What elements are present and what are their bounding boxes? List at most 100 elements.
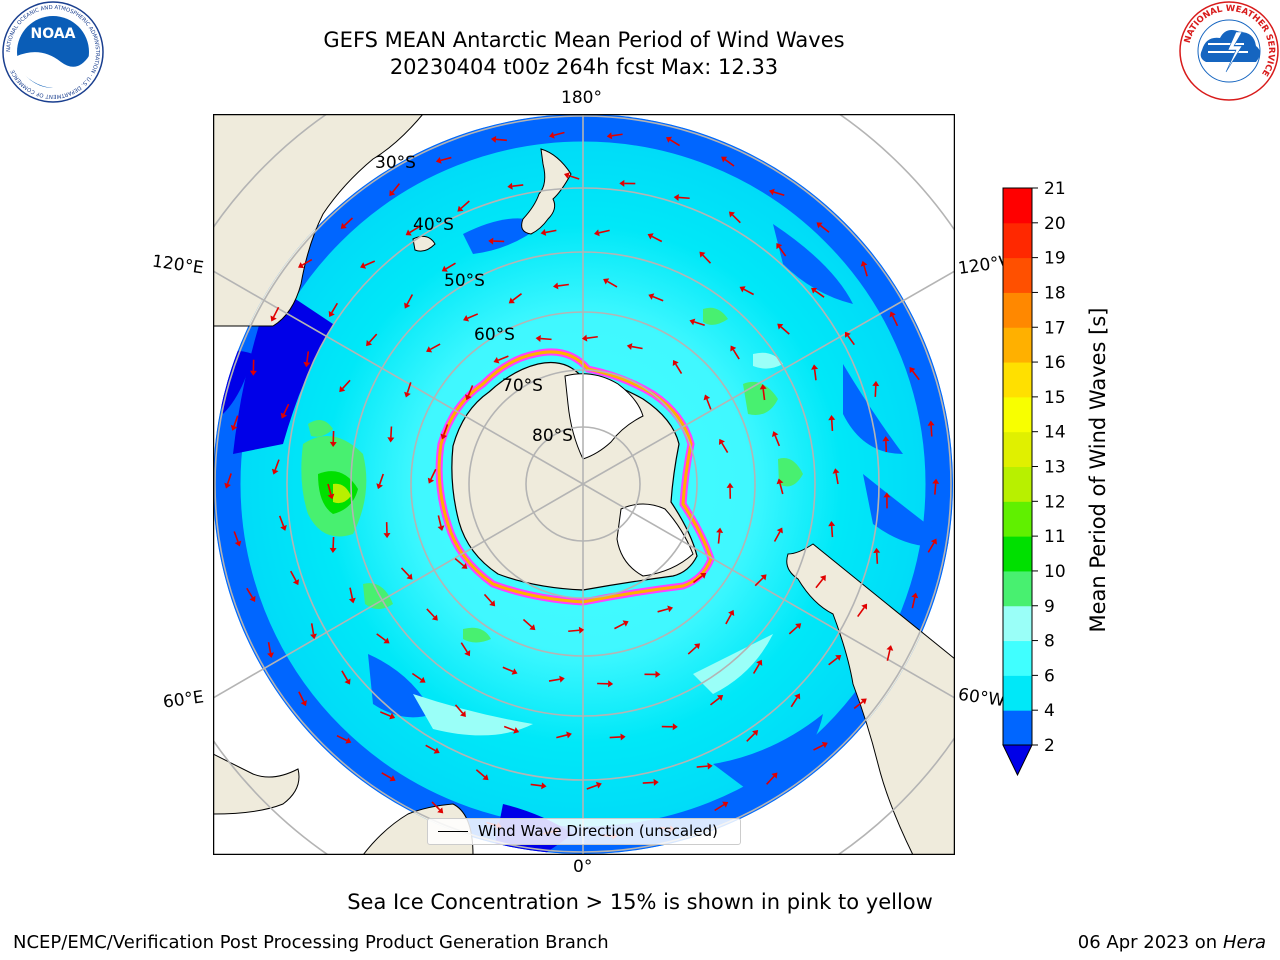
wind-wave-arrow-head xyxy=(861,603,868,610)
wind-wave-arrow-shaft xyxy=(557,283,569,287)
wind-wave-arrow-head xyxy=(405,229,412,236)
map-frame: 30°S 40°S 50°S 60°S 70°S 80°S xyxy=(212,113,956,856)
wind-wave-arrow-head xyxy=(465,394,472,401)
wind-wave-arrow-shaft xyxy=(233,415,239,427)
wind-wave-arrow-head xyxy=(328,310,335,318)
wind-wave-arrow-head xyxy=(581,334,588,342)
wind-wave-arrow-head xyxy=(699,251,706,258)
wind-wave-arrow-head xyxy=(271,468,279,475)
wind-wave-arrow-shaft xyxy=(657,608,669,613)
wind-wave-arrow-shaft xyxy=(813,369,817,381)
wind-wave-arrow-shaft xyxy=(725,613,732,625)
colorbar-swatch xyxy=(1003,570,1032,607)
wind-wave-arrow-shaft xyxy=(813,744,824,751)
wind-wave-arrow-head xyxy=(820,575,826,582)
wind-wave-arrow-shaft xyxy=(678,196,690,200)
wind-wave-arrow-shaft xyxy=(512,293,522,301)
wind-wave-arrow-shaft xyxy=(390,426,393,438)
wind-wave-arrow-shaft xyxy=(857,607,865,618)
wind-wave-arrow-head xyxy=(930,538,937,545)
wind-wave-arrow-shaft xyxy=(710,697,720,706)
wind-wave-arrow-head xyxy=(461,563,468,569)
wind-wave-arrow-head xyxy=(816,222,823,229)
wind-wave-arrow-head xyxy=(777,323,784,330)
wind-wave-arrow-shaft xyxy=(349,587,354,599)
latitude-labels: 30°S 40°S 50°S 60°S 70°S 80°S xyxy=(375,153,573,446)
wind-wave-arrow-shaft xyxy=(430,468,437,480)
wind-wave-arrow-shaft xyxy=(289,570,297,582)
wind-wave-arrow-head xyxy=(932,478,940,484)
wind-wave-arrow-shaft xyxy=(445,262,456,270)
wind-wave-arrow-head xyxy=(603,278,610,285)
wind-wave-arrow-shaft xyxy=(512,184,524,188)
wind-wave-arrow-head xyxy=(835,654,842,661)
wind-wave-arrow-head xyxy=(759,384,767,390)
lat-label-60s: 60°S xyxy=(474,325,515,345)
wind-wave-arrow-head xyxy=(760,574,767,581)
wind-wave-arrow-shaft xyxy=(847,335,855,346)
wind-wave-arrow-head xyxy=(441,265,448,272)
wind-wave-arrow-shaft xyxy=(598,229,610,234)
wind-wave-arrow-head xyxy=(339,386,346,393)
colorbar-tick-label: 6 xyxy=(1044,666,1055,686)
wind-wave-arrow-head xyxy=(459,710,466,717)
wind-wave-arrow-shaft xyxy=(815,578,824,589)
wind-wave-arrow-shaft xyxy=(378,473,385,485)
wind-wave-arrow-shaft xyxy=(886,649,891,661)
wind-wave-arrow-head xyxy=(578,626,585,634)
wind-wave-arrow-head xyxy=(794,693,801,700)
colorbar-swatch xyxy=(1003,292,1032,328)
wind-wave-arrow-shaft xyxy=(310,623,315,635)
wind-wave-arrow-shaft xyxy=(272,306,280,318)
wind-wave-arrow-head xyxy=(340,222,347,229)
legend-label: Wind Wave Direction (unscaled) xyxy=(478,822,718,840)
wind-wave-arrow-shaft xyxy=(586,784,598,790)
colorbar-tick-label: 12 xyxy=(1044,492,1066,512)
wind-wave-arrow-head xyxy=(440,433,448,440)
wind-wave-arrow-head xyxy=(383,637,390,644)
wind-wave-arrow-head xyxy=(860,698,867,705)
graticule xyxy=(213,114,955,855)
wind-wave-arrow-shaft xyxy=(766,775,775,785)
wind-wave-arrow-shaft xyxy=(731,214,741,224)
ronne-ice-shelf xyxy=(616,503,694,577)
wind-wave-arrow-head xyxy=(566,731,572,739)
wind-wave-arrow-shaft xyxy=(754,577,764,587)
wind-wave-arrow-head xyxy=(249,370,257,376)
wind-wave-arrow-shaft xyxy=(331,302,339,314)
sea-ice-note: Sea Ice Concentration > 15% is shown in … xyxy=(347,890,933,914)
wind-wave-arrow-head xyxy=(249,595,256,602)
wind-wave-arrow-shaft xyxy=(406,294,414,305)
wind-wave-arrow-shaft xyxy=(830,525,834,538)
wind-wave-arrow-shaft xyxy=(426,608,435,618)
wind-wave-arrow-shaft xyxy=(400,567,410,577)
wind-wave-arrow-shaft xyxy=(497,355,509,361)
wind-wave-arrow-head xyxy=(389,712,396,720)
lon-label-180: 180° xyxy=(561,88,602,108)
wind-wave-arrow-head xyxy=(426,346,433,353)
wind-wave-arrow-head xyxy=(541,782,547,790)
wind-wave-arrow-shaft xyxy=(540,337,552,341)
wind-wave-arrow-shaft xyxy=(568,174,580,180)
wind-wave-arrow-shaft xyxy=(368,333,378,343)
wind-wave-arrow-head xyxy=(559,675,565,683)
wind-wave-arrow-head xyxy=(886,645,894,651)
wind-wave-arrow-shaft xyxy=(746,732,756,742)
wind-wave-arrow-head xyxy=(406,573,413,580)
wind-wave-arrow-head xyxy=(280,412,288,419)
wind-wave-arrow-head xyxy=(529,624,536,631)
colorbar-title: Mean Period of Wind Waves [s] xyxy=(1086,307,1110,633)
wind-wave-arrow-head xyxy=(463,315,470,322)
wind-wave-arrow-head xyxy=(672,723,678,731)
run-date-text: 06 Apr 2023 on xyxy=(1077,932,1218,953)
wind-wave-arrow-shaft xyxy=(814,290,825,298)
wind-wave-arrow-head xyxy=(872,380,880,387)
wind-wave-arrow-shaft xyxy=(495,138,507,142)
ross-ice-shelf xyxy=(564,373,644,460)
wind-wave-arrow-head xyxy=(776,527,783,534)
wind-wave-arrow-shaft xyxy=(483,593,493,604)
wind-wave-arrow-shaft xyxy=(443,424,449,436)
wind-wave-arrow-head xyxy=(694,643,701,650)
wind-wave-arrow-head xyxy=(383,532,391,539)
wind-wave-arrow-head xyxy=(672,359,679,367)
